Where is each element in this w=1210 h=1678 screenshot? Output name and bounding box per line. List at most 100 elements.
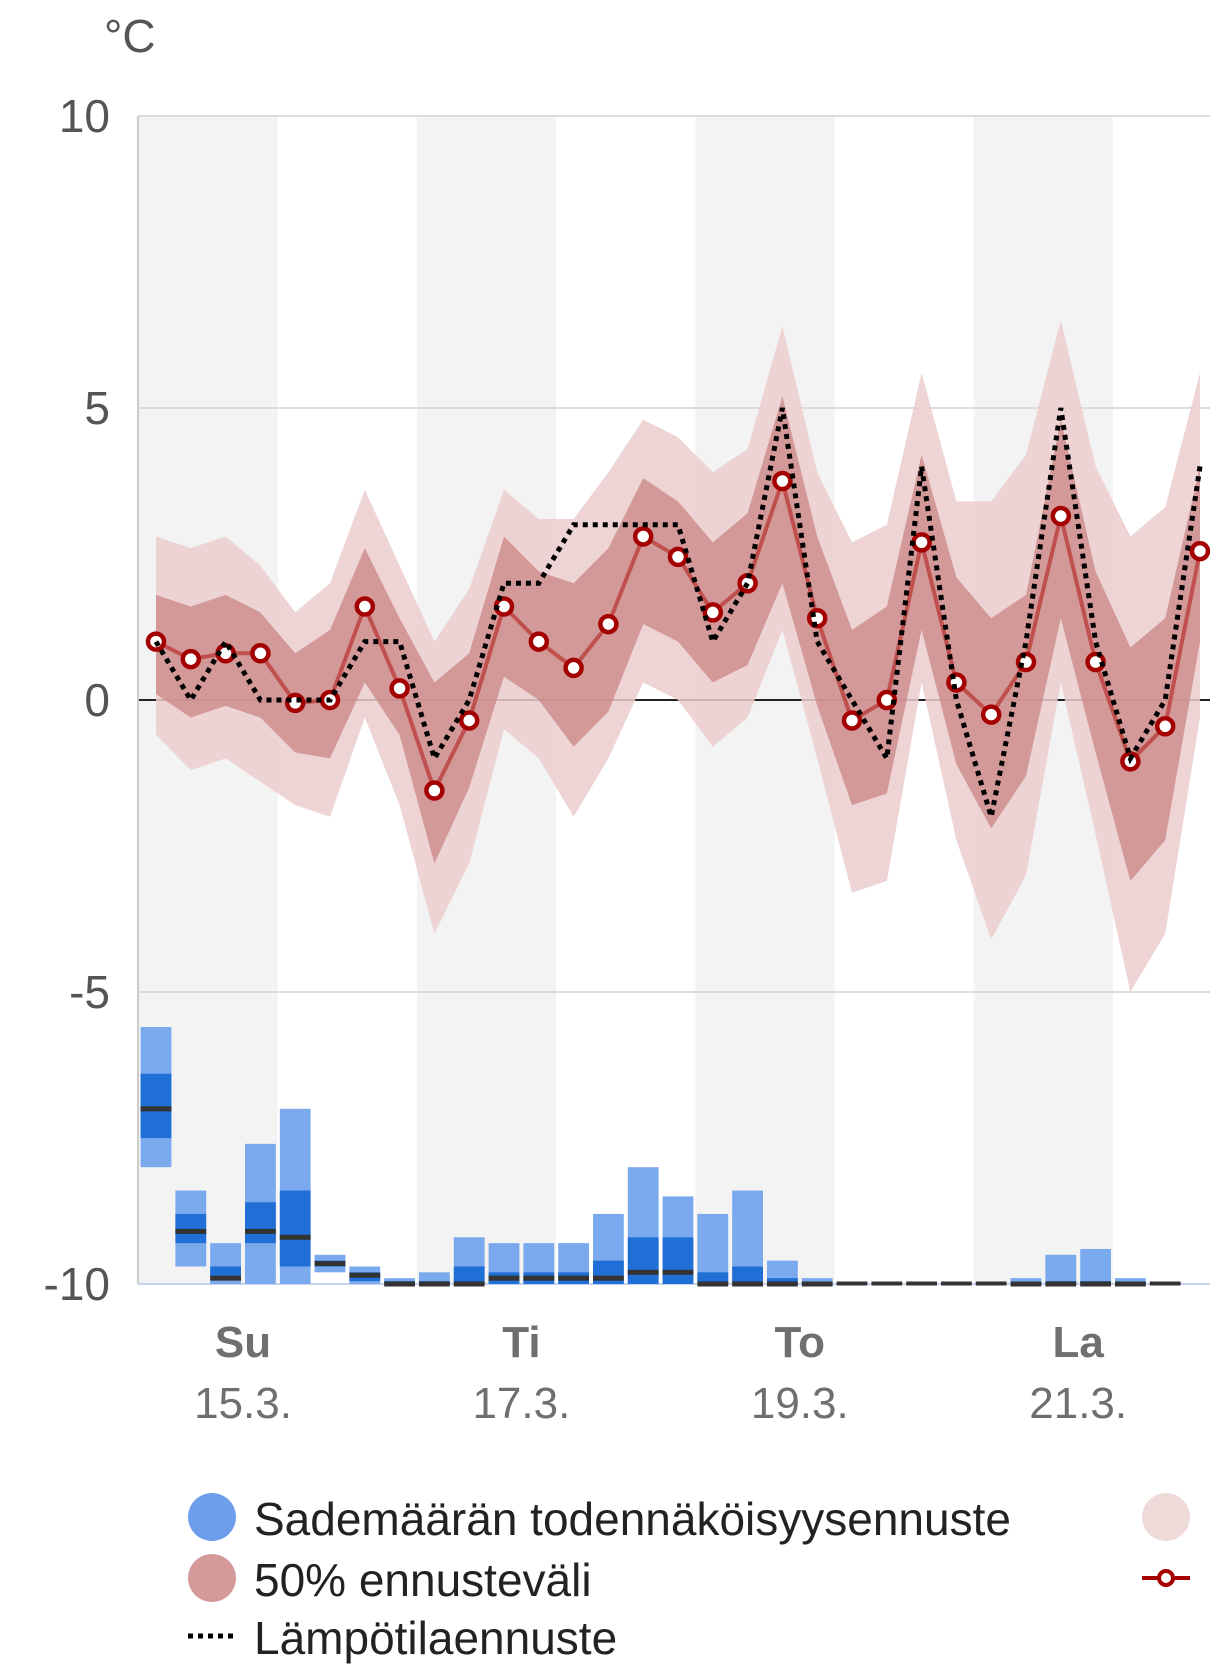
precip-bar-median (662, 1269, 694, 1275)
x-day-name: Su (215, 1318, 271, 1367)
median-point (354, 596, 376, 617)
legend-swatch-precip (188, 1493, 236, 1541)
y-tick-label: 0 (84, 674, 110, 726)
precip-bar-median (279, 1234, 311, 1240)
median-point (1154, 716, 1176, 737)
precip-bar-inner (279, 1190, 311, 1267)
band-50-area (156, 396, 1200, 882)
precip-bar-inner (697, 1272, 729, 1284)
precipitation-bars (140, 1027, 1181, 1287)
precip-bar-median (1010, 1281, 1042, 1287)
x-day-date: 15.3. (194, 1379, 292, 1428)
precip-bar-median (801, 1281, 833, 1287)
precip-bar-median (210, 1275, 241, 1281)
median-point (458, 710, 480, 731)
precip-bar-outer (1045, 1254, 1077, 1284)
precip-bar-median (697, 1281, 729, 1287)
legend: Sademäärän todennäköisyysennuste 50% ennu… (188, 1493, 1190, 1664)
x-day-date: 17.3. (472, 1379, 570, 1428)
x-day-name: Ti (502, 1318, 540, 1367)
y-unit-label: °C (104, 10, 156, 62)
precip-bar-median (349, 1272, 381, 1278)
precip-bar-inner (767, 1278, 798, 1284)
axis-labels: °C 10 5 0 -5 -10 Su 15.3. Ti 17.3. To 19.3. La 21.3. (44, 10, 1128, 1428)
x-day-name: To (775, 1318, 826, 1367)
precip-bar-inner (662, 1237, 694, 1284)
x-day-date: 19.3. (751, 1379, 849, 1428)
precip-bar-outer (419, 1272, 450, 1284)
precip-bar-median (384, 1281, 415, 1287)
precip-bar-empty (941, 1281, 972, 1286)
precip-bar-median (1080, 1281, 1111, 1287)
precip-bar-inner (140, 1073, 172, 1138)
median-point (1050, 505, 1072, 527)
y-tick-label: 5 (84, 382, 110, 434)
precip-bar-median (245, 1228, 276, 1234)
median-point (598, 613, 619, 635)
precip-bar-empty (871, 1281, 903, 1286)
median-point (563, 657, 584, 679)
precip-bar-median (732, 1281, 763, 1287)
y-tick-label: 10 (59, 90, 110, 142)
precip-bar-outer (1080, 1248, 1111, 1284)
precip-bar-inner (175, 1213, 207, 1244)
y-tick-label: -5 (69, 966, 110, 1018)
legend-label-forecast: Lämpötilaennuste (254, 1612, 617, 1664)
median-point (632, 526, 654, 547)
forecast-series (153, 407, 1203, 818)
x-day-name: La (1053, 1318, 1105, 1367)
precip-bar-median (453, 1281, 485, 1287)
precip-bar-median (593, 1275, 624, 1281)
x-day-date: 21.3. (1029, 1379, 1127, 1428)
median-point (772, 470, 793, 492)
precip-bar-median (314, 1261, 346, 1267)
precip-bar-inner (210, 1266, 241, 1279)
precip-bar-median (627, 1269, 659, 1275)
median-point (284, 692, 306, 714)
precip-bar-median (488, 1275, 520, 1281)
median-point (389, 678, 410, 699)
median-point (180, 648, 202, 670)
precip-bar-inner (732, 1266, 763, 1284)
precip-bar-empty (836, 1281, 868, 1286)
median-point (528, 631, 550, 652)
median-point (1015, 651, 1037, 673)
precip-bar-outer (801, 1278, 833, 1284)
forecast-line (153, 407, 1203, 818)
precip-bar-outer (1010, 1278, 1042, 1284)
precip-bar-median (419, 1281, 450, 1287)
median-point (424, 780, 445, 801)
precip-bar-empty (906, 1281, 937, 1286)
median-point (1189, 540, 1210, 562)
band-90 (156, 320, 1200, 992)
band-50 (156, 396, 1200, 882)
band-90-area (156, 320, 1200, 992)
median-point (911, 532, 932, 553)
precip-bar-median (523, 1275, 555, 1281)
median-point (980, 704, 1002, 725)
median-point (250, 643, 271, 664)
median-point (841, 710, 863, 731)
precip-bar-median (175, 1228, 207, 1234)
precip-bar-median (140, 1106, 172, 1112)
y-tick-label: -10 (44, 1258, 110, 1310)
precip-bar-empty (975, 1281, 1007, 1286)
precip-bar-median (558, 1275, 589, 1281)
precip-bar-outer (1115, 1278, 1146, 1284)
precip-bar-inner (453, 1266, 485, 1284)
precip-bar-median (767, 1281, 798, 1287)
legend-label-band50: 50% ennusteväli (254, 1554, 592, 1606)
median-point (667, 546, 689, 568)
precip-bar-empty (1149, 1281, 1181, 1286)
legend-swatch-band90 (1142, 1493, 1190, 1541)
precip-bar-median (1045, 1281, 1077, 1287)
legend-label-precip: Sademäärän todennäköisyysennuste (254, 1493, 1011, 1545)
precip-bar-inner (245, 1202, 276, 1244)
legend-swatch-marker-median (1157, 1569, 1175, 1587)
legend-swatch-band50 (188, 1554, 236, 1602)
median-point (702, 602, 724, 623)
precip-bar-inner (627, 1237, 659, 1284)
precip-bar-median (1115, 1281, 1146, 1287)
